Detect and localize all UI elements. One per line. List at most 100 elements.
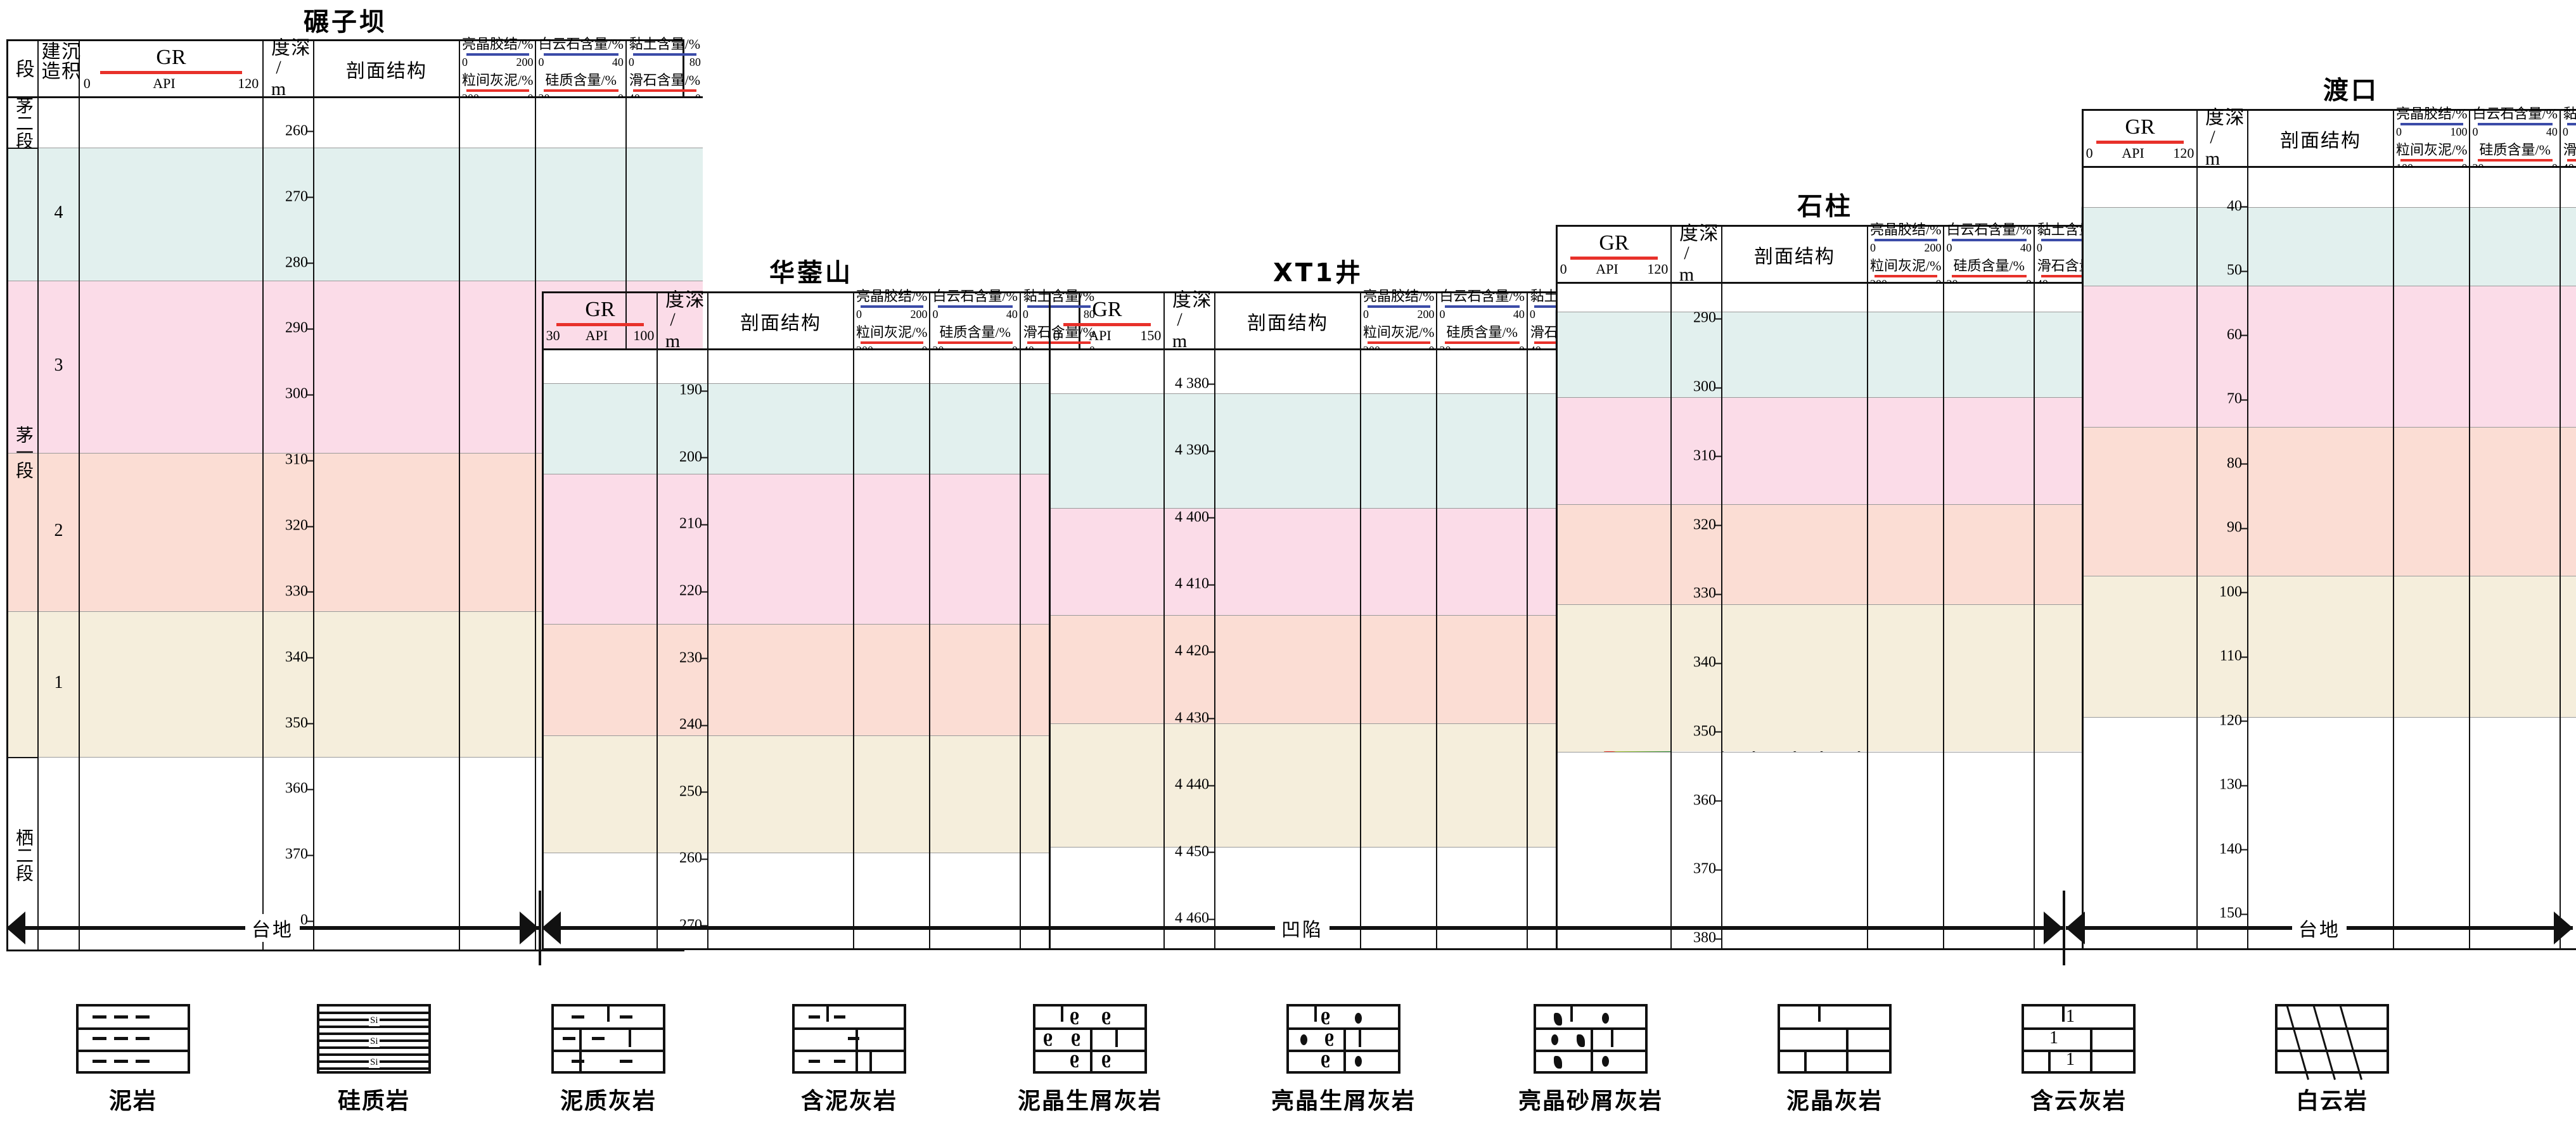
zone-band	[544, 624, 657, 735]
pct-top-2: 白云石含量/% 0 40	[2472, 103, 2557, 139]
pattern-line	[79, 1050, 188, 1052]
depth-tick: 4 410	[1175, 575, 1214, 592]
depth-tick: 4 390	[1175, 441, 1214, 459]
legend-item-sparry-bioclastic-limestone: 9 9 9 亮晶生屑灰岩	[1248, 1004, 1439, 1115]
header-duan-label: 段	[12, 59, 34, 79]
pct-bot-2: 硅质含量/%200	[932, 321, 1017, 357]
gr-scale: 0 API 120	[84, 75, 259, 92]
pattern-line	[319, 1032, 428, 1035]
pct-top-bar-1	[1874, 238, 1937, 241]
zone-band	[80, 148, 262, 281]
header-gr: GR 30 API 100	[544, 293, 657, 350]
column-section: 剖面结构	[314, 41, 460, 950]
pct-top-range-1: 0 100	[2396, 125, 2467, 139]
pattern-dash	[136, 1037, 150, 1040]
gr-min: 0	[83, 75, 91, 91]
legend-swatch-siliceous: Si Si Si	[317, 1004, 431, 1074]
pct-bot-bar-2	[543, 89, 618, 92]
pct-top-bar-3	[2566, 122, 2576, 125]
zone-band	[1722, 604, 1867, 752]
gr-scale: 0 API 120	[2086, 145, 2195, 162]
facies-axis-1: 凹陷	[542, 906, 2063, 950]
pct-top-min-2: 0	[932, 307, 939, 321]
zone-number: 4	[54, 202, 63, 222]
grain-dot	[1602, 1056, 1609, 1067]
pct-top-max-2: 40	[612, 55, 624, 68]
zone-band	[1215, 723, 1360, 847]
pct-top-3: 黏土含量/% 0 80	[629, 33, 701, 69]
zone-band	[854, 383, 930, 474]
facies-axis-0: 台地	[6, 906, 539, 950]
header-section: 剖面结构	[1722, 227, 1867, 284]
zone-band	[1051, 350, 1163, 394]
pct-bot-bar-1	[466, 89, 529, 92]
gr-unit: API	[153, 75, 176, 91]
zone-band	[2248, 206, 2393, 286]
legend-swatch-mudstone	[76, 1004, 190, 1074]
pct-top-1: 亮晶胶结/% 0 200	[462, 33, 533, 69]
bioclast-glyph: 9	[1101, 1051, 1111, 1072]
header-depth-label: 深度/m	[268, 37, 309, 100]
legend-label: 泥晶生屑灰岩	[1017, 1088, 1162, 1114]
body-depth: 190 200 210 220 230 240 250 260 270	[658, 350, 707, 948]
pattern-dash	[93, 1015, 106, 1019]
legend-item-mudstone: 泥岩	[38, 1004, 228, 1115]
header-gr: GR 0 API 150	[1051, 293, 1163, 350]
zone-band	[854, 473, 930, 625]
pct-bot-name-2: 硅质含量/%	[1446, 324, 1518, 340]
dolomite-slash	[2285, 1003, 2310, 1081]
zone-band	[460, 148, 535, 281]
pattern-line	[2278, 1050, 2387, 1052]
zone-band	[1672, 604, 1721, 752]
pct-top-range-1: 0 200	[462, 56, 533, 69]
zone-band	[314, 756, 459, 950]
header-gr: GR 0 API 120	[80, 41, 262, 98]
depth-tick: 260	[679, 849, 707, 867]
pattern-dash	[572, 1060, 584, 1063]
pct-top-bar-2	[543, 53, 618, 56]
si-label: Si	[369, 1036, 380, 1047]
pct-top-1: 亮晶胶结/% 0 200	[1870, 219, 1941, 255]
pattern-line	[1090, 1029, 1093, 1071]
pattern-dash	[809, 1015, 820, 1019]
zone-band	[658, 383, 707, 474]
zone-band	[2470, 575, 2560, 717]
zone-band	[1944, 604, 2034, 752]
pct-bot-name-3: 滑石含量/%	[2563, 141, 2576, 158]
pattern-line	[1780, 1027, 1889, 1030]
zone-band	[2560, 285, 2576, 427]
zone-band	[2394, 285, 2470, 427]
depth-tick: 360	[285, 780, 313, 797]
depth-tick: 50	[2227, 262, 2247, 279]
gr-min: 0	[2086, 145, 2093, 161]
depth-tick: 210	[679, 515, 707, 532]
legend-item-sparry-calcarenite: 亮晶砂屑灰岩	[1496, 1004, 1686, 1115]
pct-bot-max-2: 0	[2552, 162, 2558, 175]
pct-top-range-2: 0 40	[1946, 241, 2031, 255]
pattern-line	[319, 1067, 428, 1070]
pct-top-min-3: 0	[1529, 307, 1535, 321]
header-depth-label: 深度/m	[1676, 223, 1717, 286]
pct-top-max-3: 80	[689, 55, 701, 68]
zone-band	[536, 148, 625, 281]
zone-band	[2560, 168, 2576, 207]
pct-bot-2: 硅质含量/%200	[1439, 321, 1524, 357]
pct-top-bar-3	[1027, 305, 1091, 308]
pct-bot-max-1: 0	[921, 344, 927, 357]
pct-bot-1: 粒间灰泥/%2000	[462, 69, 533, 105]
gr-max: 120	[1647, 261, 1669, 277]
pct-bot-name-2: 硅质含量/%	[2479, 141, 2551, 158]
column-gr: GR 30 API 100	[544, 293, 658, 948]
pattern-line	[579, 1029, 582, 1071]
zone-band	[2248, 426, 2393, 576]
pattern-line	[1035, 1027, 1144, 1030]
zone-band	[2198, 206, 2247, 286]
pattern-line	[1314, 1007, 1317, 1022]
